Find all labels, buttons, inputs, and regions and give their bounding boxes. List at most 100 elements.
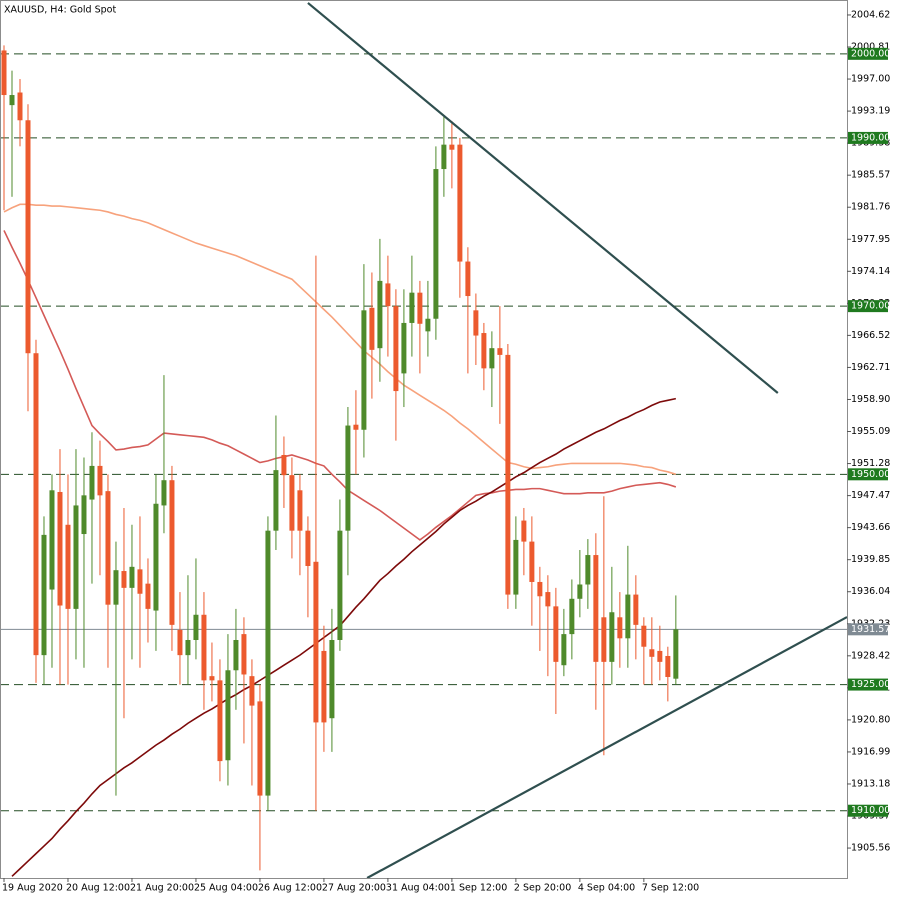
candle-body (217, 680, 223, 762)
candle-body (489, 348, 495, 369)
candle-body (321, 650, 327, 723)
y-tick-label: 1985.57 (851, 170, 890, 181)
y-tick-label: 1981.76 (851, 202, 890, 213)
candle-body (401, 322, 407, 374)
chart-title: XAUUSD, H4: Gold Spot (4, 5, 116, 16)
candle-body (393, 306, 399, 392)
candle-body (569, 598, 575, 635)
candle-body (345, 425, 351, 531)
candle-body (153, 503, 159, 611)
candle-body (113, 570, 119, 605)
candle-body (41, 534, 47, 656)
candle-body (305, 530, 311, 566)
candle-body (361, 310, 367, 430)
candle-body (225, 670, 231, 761)
y-tick-label: 1993.19 (851, 106, 890, 117)
candle-body (521, 520, 527, 542)
candle-body (337, 530, 343, 640)
y-tick-label: 1947.47 (851, 490, 890, 501)
candle-body (233, 639, 239, 671)
price-label: 1950.00 (851, 469, 890, 480)
price-label-box (848, 47, 888, 60)
candle-body (529, 541, 535, 582)
candle-body (481, 333, 487, 369)
plot-area (1, 2, 847, 878)
candle-body (369, 307, 375, 350)
candle-body (57, 491, 63, 606)
y-tick-label: 1936.04 (851, 586, 890, 597)
price-label-box (848, 804, 888, 817)
y-tick-label: 1943.66 (851, 522, 890, 533)
candle-body (377, 280, 383, 349)
candle-body (649, 649, 655, 657)
candle-body (177, 629, 183, 656)
axes: 2004.622000.811997.001993.191989.381985.… (2, 9, 890, 893)
price-label: 1970.00 (851, 301, 890, 312)
x-tick-label: 25 Aug 04:00 (194, 883, 258, 894)
y-tick-label: 1951.28 (851, 458, 890, 469)
candle-body (97, 465, 103, 496)
candle-body (641, 625, 647, 647)
candle-body (329, 639, 335, 719)
x-tick-label: 21 Aug 20:00 (130, 883, 194, 894)
candle-body (505, 354, 511, 595)
candle-body (193, 614, 199, 640)
candle-body (25, 120, 31, 354)
y-tick-label: 1966.52 (851, 330, 890, 341)
y-tick-label: 1905.56 (851, 843, 890, 854)
y-tick-label: 1955.09 (851, 426, 890, 437)
y-tick-label: 1997.00 (851, 74, 890, 85)
price-label-box (848, 468, 888, 481)
x-tick-label: 20 Aug 12:00 (66, 883, 130, 894)
candle-body (585, 555, 591, 585)
candle-body (129, 566, 135, 588)
candle-body (449, 144, 455, 150)
candle-body (577, 584, 583, 599)
candle-body (617, 617, 623, 639)
price-label: 1931.57 (851, 624, 890, 635)
candle-body (537, 581, 543, 597)
candle-body (553, 606, 559, 662)
candle-body (249, 676, 255, 706)
x-tick-label: 1 Sep 12:00 (450, 883, 507, 894)
price-label-box (848, 300, 888, 313)
candle-body (561, 634, 567, 666)
y-tick-label: 1974.14 (851, 266, 890, 277)
trendline (366, 616, 847, 878)
candle-body (409, 292, 415, 323)
x-tick-label: 2 Sep 20:00 (514, 883, 571, 894)
price-label: 1990.00 (851, 132, 890, 143)
candle-body (313, 561, 319, 723)
candle-body (121, 571, 127, 588)
candle-body (289, 475, 295, 531)
y-tick-label: 1928.42 (851, 650, 890, 661)
price-label: 1925.00 (851, 679, 890, 690)
candle-body (241, 634, 247, 675)
candle-body (457, 144, 463, 262)
candle-body (673, 629, 679, 679)
candle-body (81, 495, 87, 535)
candle-body (417, 292, 423, 324)
price-label: 1910.00 (851, 805, 890, 816)
x-tick-label: 26 Aug 12:00 (258, 883, 322, 894)
candle-body (441, 144, 447, 170)
candle-body (353, 424, 359, 430)
candle-body (73, 505, 79, 609)
moving-average (3, 230, 677, 541)
price-label-box (848, 131, 888, 144)
candle-body (161, 480, 167, 506)
candle-body (273, 470, 279, 531)
candle-body (201, 614, 207, 681)
y-tick-label: 1920.80 (851, 714, 890, 725)
y-tick-label: 1958.90 (851, 394, 890, 405)
candle-body (281, 454, 287, 476)
trendline (307, 2, 779, 394)
x-tick-label: 7 Sep 12:00 (642, 883, 699, 894)
candle-body (513, 539, 519, 595)
candle-body (665, 655, 671, 678)
candle-body (545, 592, 551, 607)
candle-body (137, 569, 143, 594)
candle-body (145, 583, 151, 609)
candle-body (433, 169, 439, 319)
